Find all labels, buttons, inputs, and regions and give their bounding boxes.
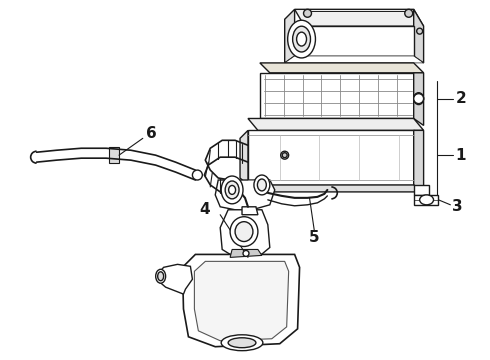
Ellipse shape <box>288 20 316 58</box>
Circle shape <box>281 151 289 159</box>
Ellipse shape <box>158 272 164 281</box>
Ellipse shape <box>296 32 307 46</box>
Polygon shape <box>230 249 262 257</box>
Ellipse shape <box>230 217 258 247</box>
Polygon shape <box>414 73 424 125</box>
Polygon shape <box>248 185 424 192</box>
Text: 4: 4 <box>199 202 210 217</box>
Ellipse shape <box>229 185 236 194</box>
Polygon shape <box>285 56 424 63</box>
Polygon shape <box>294 9 424 26</box>
Text: 1: 1 <box>455 148 466 163</box>
Polygon shape <box>414 195 439 205</box>
Polygon shape <box>248 118 424 130</box>
Circle shape <box>416 28 422 34</box>
Circle shape <box>405 9 413 17</box>
Polygon shape <box>240 130 248 185</box>
Polygon shape <box>242 207 258 215</box>
Text: 6: 6 <box>146 126 156 141</box>
Text: 5: 5 <box>309 230 320 245</box>
Ellipse shape <box>419 195 434 205</box>
Ellipse shape <box>156 269 166 283</box>
Polygon shape <box>285 9 294 63</box>
Polygon shape <box>414 130 424 190</box>
Polygon shape <box>220 210 270 257</box>
Ellipse shape <box>254 175 270 195</box>
Circle shape <box>303 9 312 17</box>
Polygon shape <box>260 73 414 118</box>
Circle shape <box>282 153 287 158</box>
Polygon shape <box>182 255 299 347</box>
Polygon shape <box>414 9 424 63</box>
Polygon shape <box>109 147 119 163</box>
Circle shape <box>414 94 424 104</box>
Polygon shape <box>158 264 193 294</box>
Ellipse shape <box>193 170 202 180</box>
Ellipse shape <box>228 338 256 348</box>
Ellipse shape <box>257 179 267 191</box>
Polygon shape <box>414 185 429 195</box>
Polygon shape <box>195 261 289 341</box>
Text: 2: 2 <box>455 91 466 106</box>
Ellipse shape <box>221 335 263 351</box>
Ellipse shape <box>225 181 239 199</box>
Polygon shape <box>260 63 424 73</box>
Ellipse shape <box>414 93 424 105</box>
Ellipse shape <box>235 222 253 242</box>
Polygon shape <box>215 180 275 212</box>
Ellipse shape <box>221 176 243 204</box>
Ellipse shape <box>293 26 311 52</box>
Polygon shape <box>294 26 414 56</box>
Text: 3: 3 <box>452 199 463 214</box>
Polygon shape <box>248 130 414 185</box>
Circle shape <box>243 251 249 256</box>
